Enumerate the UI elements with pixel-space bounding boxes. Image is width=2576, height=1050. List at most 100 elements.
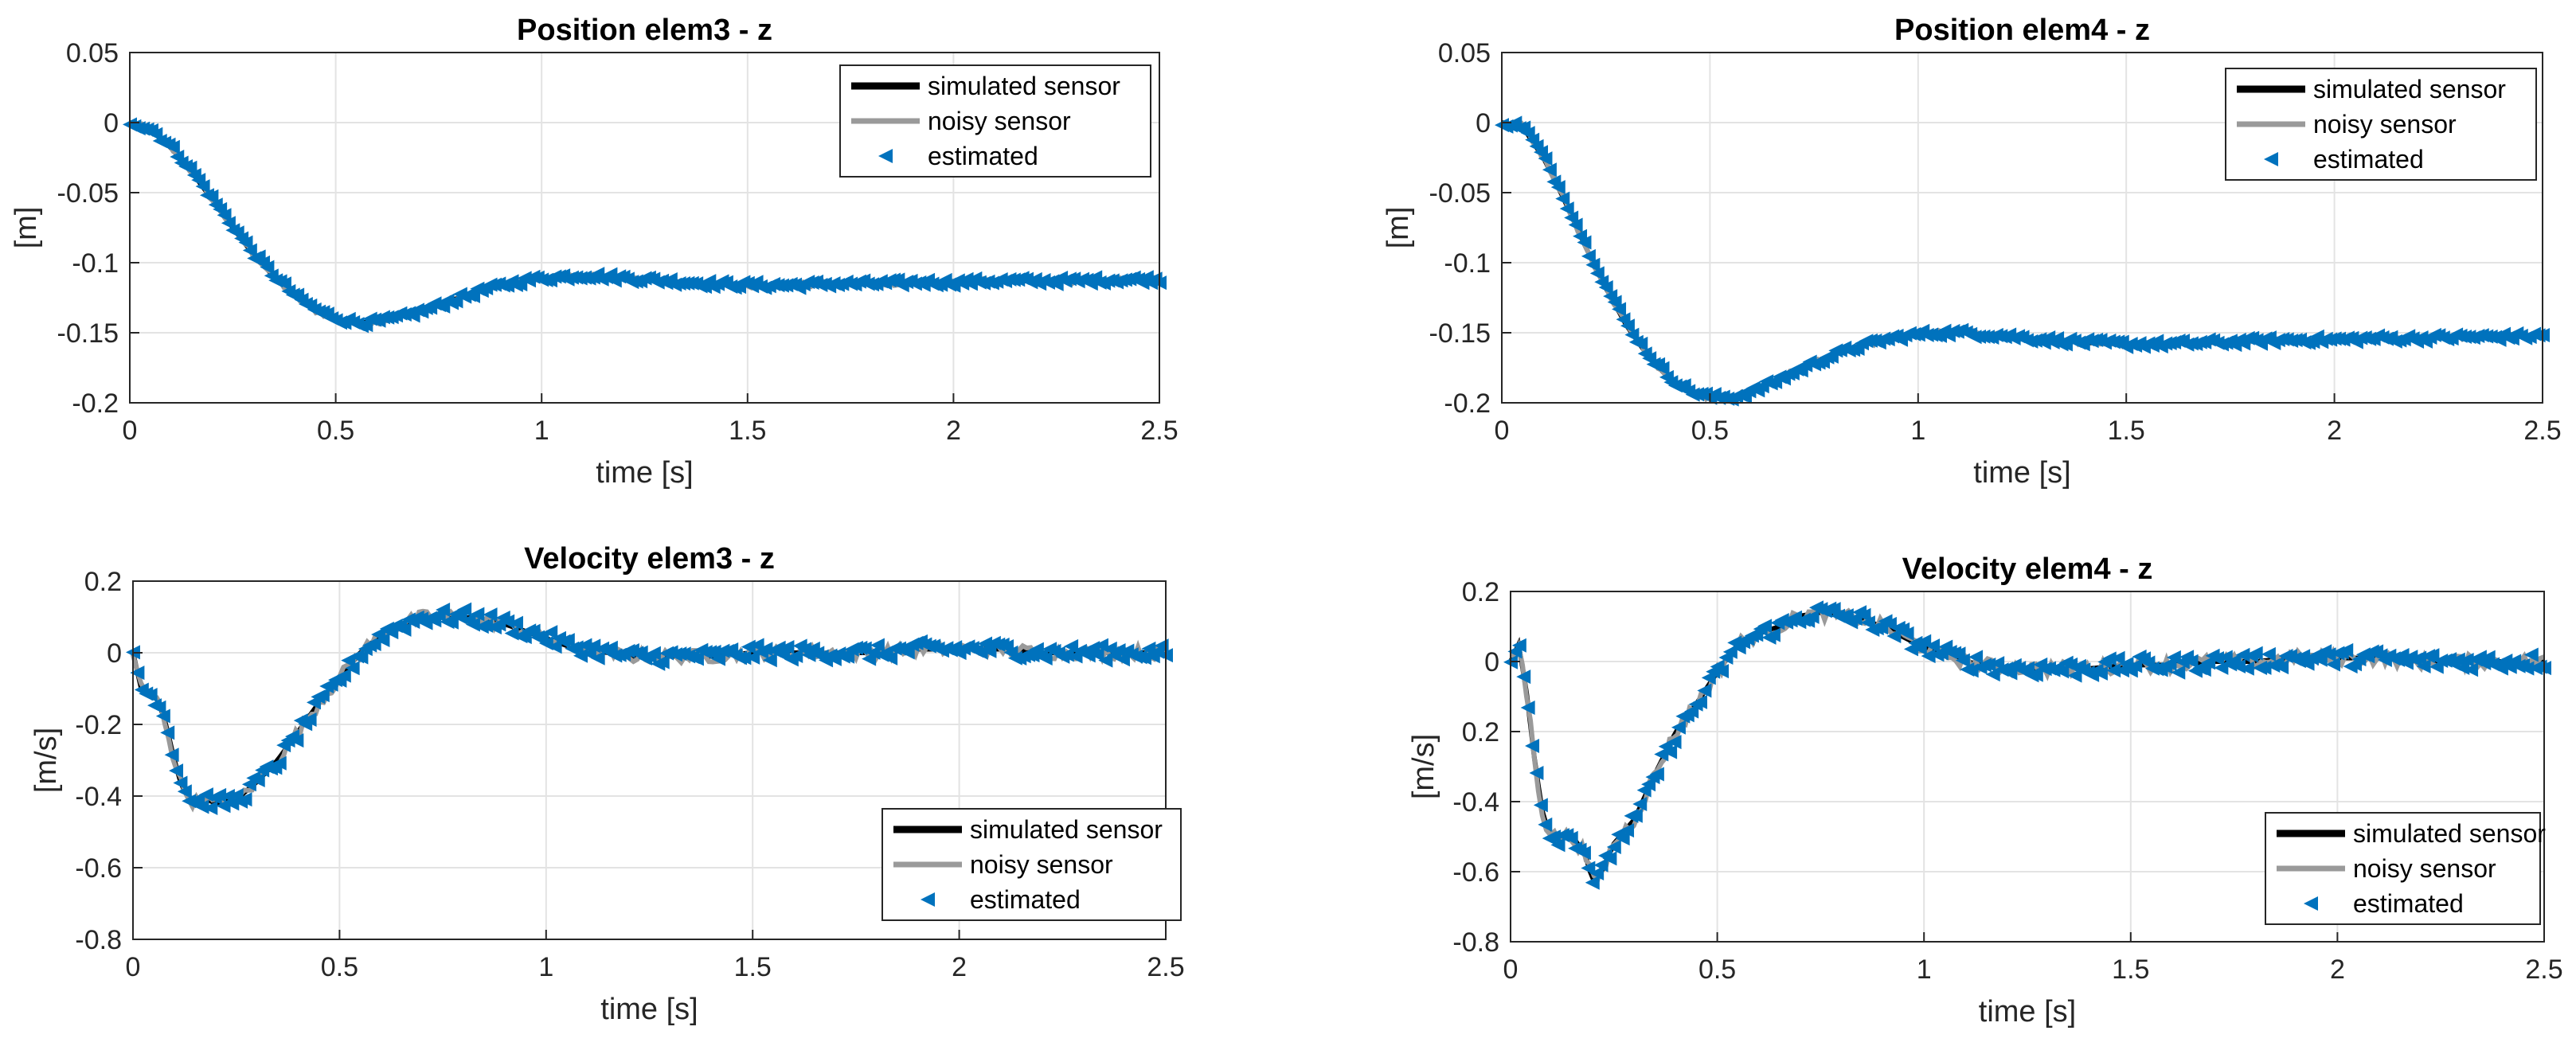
estimated-marker bbox=[182, 160, 197, 175]
x-tick-label: 0.5 bbox=[321, 952, 358, 982]
estimated-marker bbox=[1111, 643, 1126, 658]
estimated-marker bbox=[973, 645, 988, 660]
y-tick-label: -0.15 bbox=[57, 318, 119, 349]
estimated-marker bbox=[2321, 647, 2336, 662]
estimated-marker bbox=[1098, 653, 1113, 668]
estimated-marker bbox=[2425, 648, 2440, 663]
estimated-marker bbox=[706, 644, 721, 659]
estimated-marker bbox=[2020, 661, 2035, 676]
legend-swatch-estimated bbox=[2264, 152, 2278, 166]
estimated-marker bbox=[1765, 627, 1781, 642]
y-tick-label: 0.2 bbox=[1462, 577, 1499, 607]
y-tick-label: 0.2 bbox=[1462, 717, 1499, 747]
estimated-marker bbox=[466, 288, 480, 303]
estimated-marker bbox=[221, 216, 236, 231]
estimated-marker bbox=[237, 792, 252, 807]
estimated-marker bbox=[204, 189, 219, 204]
estimated-marker bbox=[762, 653, 777, 668]
estimated-marker bbox=[1538, 817, 1553, 832]
y-axis-label: [m] bbox=[1382, 207, 1415, 249]
estimated-marker bbox=[2523, 647, 2539, 662]
estimated-marker bbox=[2054, 664, 2070, 679]
y-tick-label: -0.2 bbox=[75, 710, 122, 740]
estimated-marker bbox=[212, 787, 227, 802]
legend-swatch-estimated bbox=[878, 149, 893, 163]
estimated-marker bbox=[1697, 683, 1712, 698]
estimated-marker bbox=[569, 640, 584, 655]
x-tick-label: 2.5 bbox=[1140, 416, 1178, 446]
estimated-marker bbox=[870, 638, 885, 653]
legend: simulated sensor noisy sensor estimated bbox=[881, 808, 1182, 921]
chart-title: Velocity elem3 - z bbox=[524, 542, 775, 576]
x-tick-label: 0 bbox=[1495, 416, 1510, 446]
y-tick-label: -0.6 bbox=[75, 853, 122, 884]
series-estimated bbox=[1495, 115, 2550, 407]
estimated-marker bbox=[1059, 647, 1074, 662]
y-tick-label: -0.15 bbox=[1429, 318, 1491, 349]
x-tick-label: 1.5 bbox=[729, 416, 766, 446]
estimated-marker bbox=[1607, 295, 1622, 310]
estimated-marker bbox=[1692, 694, 1707, 709]
legend-label: simulated sensor bbox=[928, 72, 1120, 100]
estimated-marker bbox=[164, 747, 179, 763]
estimated-marker bbox=[1577, 235, 1592, 250]
estimated-marker bbox=[397, 622, 412, 637]
x-tick-label: 0.5 bbox=[1698, 954, 1736, 985]
estimated-marker bbox=[1511, 638, 1526, 653]
x-tick-label: 1 bbox=[538, 952, 553, 982]
estimated-marker bbox=[2196, 662, 2211, 677]
estimated-marker bbox=[479, 618, 494, 633]
legend-label: noisy sensor bbox=[970, 850, 1113, 879]
estimated-marker bbox=[2171, 665, 2186, 680]
x-tick-label: 2.5 bbox=[2523, 416, 2561, 446]
x-tick-label: 0 bbox=[123, 416, 138, 446]
estimated-marker bbox=[1568, 217, 1583, 232]
chart-3: 0 0.5 1 1.5 2 2.5 -0.8 -0.6 -0.4 -0.2 0 0.2 Velocity… bbox=[29, 542, 1185, 1026]
estimated-marker bbox=[302, 712, 317, 727]
chart-title: Position elem3 - z bbox=[517, 14, 772, 47]
estimated-marker bbox=[771, 640, 786, 655]
estimated-marker bbox=[2455, 660, 2470, 675]
estimated-marker bbox=[543, 625, 558, 640]
estimated-marker bbox=[1649, 767, 1664, 782]
estimated-marker bbox=[177, 784, 192, 799]
y-tick-label: 0 bbox=[1484, 647, 1499, 677]
estimated-marker bbox=[1542, 162, 1557, 178]
x-tick-label: 1.5 bbox=[2108, 416, 2145, 446]
estimated-marker bbox=[2003, 666, 2018, 681]
estimated-marker bbox=[276, 276, 291, 291]
estimated-marker bbox=[1925, 638, 1941, 654]
y-tick-label: 0.05 bbox=[66, 38, 119, 68]
estimated-marker bbox=[745, 650, 760, 665]
y-tick-label: -0.6 bbox=[1452, 857, 1499, 888]
estimated-marker bbox=[2063, 657, 2078, 672]
estimated-marker bbox=[1612, 302, 1627, 317]
estimated-marker bbox=[242, 243, 257, 258]
estimated-marker bbox=[590, 650, 605, 666]
estimated-marker bbox=[573, 648, 588, 663]
estimated-marker bbox=[1654, 747, 1669, 762]
legend-label: simulated sensor bbox=[2353, 819, 2546, 848]
estimated-marker bbox=[1576, 845, 1591, 861]
estimated-marker bbox=[1550, 180, 1566, 195]
estimated-marker bbox=[788, 648, 803, 663]
x-tick-label: 2 bbox=[2327, 416, 2342, 446]
x-tick-label: 1 bbox=[1917, 954, 1932, 985]
legend-label: estimated bbox=[2353, 889, 2464, 918]
estimated-marker bbox=[238, 235, 253, 250]
y-axis-label: [m/s] bbox=[29, 728, 63, 793]
estimated-marker bbox=[1757, 619, 1773, 634]
estimated-marker bbox=[1912, 641, 1927, 656]
estimated-marker bbox=[1585, 875, 1600, 890]
estimated-marker bbox=[1533, 798, 1548, 813]
legend-label: simulated sensor bbox=[2313, 75, 2506, 103]
estimated-marker bbox=[173, 775, 188, 790]
estimated-marker bbox=[220, 789, 235, 804]
estimated-marker bbox=[2183, 654, 2199, 669]
estimated-marker bbox=[1860, 615, 1875, 630]
axes-box bbox=[1501, 52, 2543, 404]
estimated-marker bbox=[169, 763, 184, 779]
y-tick-label: -0.8 bbox=[75, 925, 122, 955]
estimated-marker bbox=[866, 645, 881, 660]
estimated-marker bbox=[165, 139, 180, 154]
